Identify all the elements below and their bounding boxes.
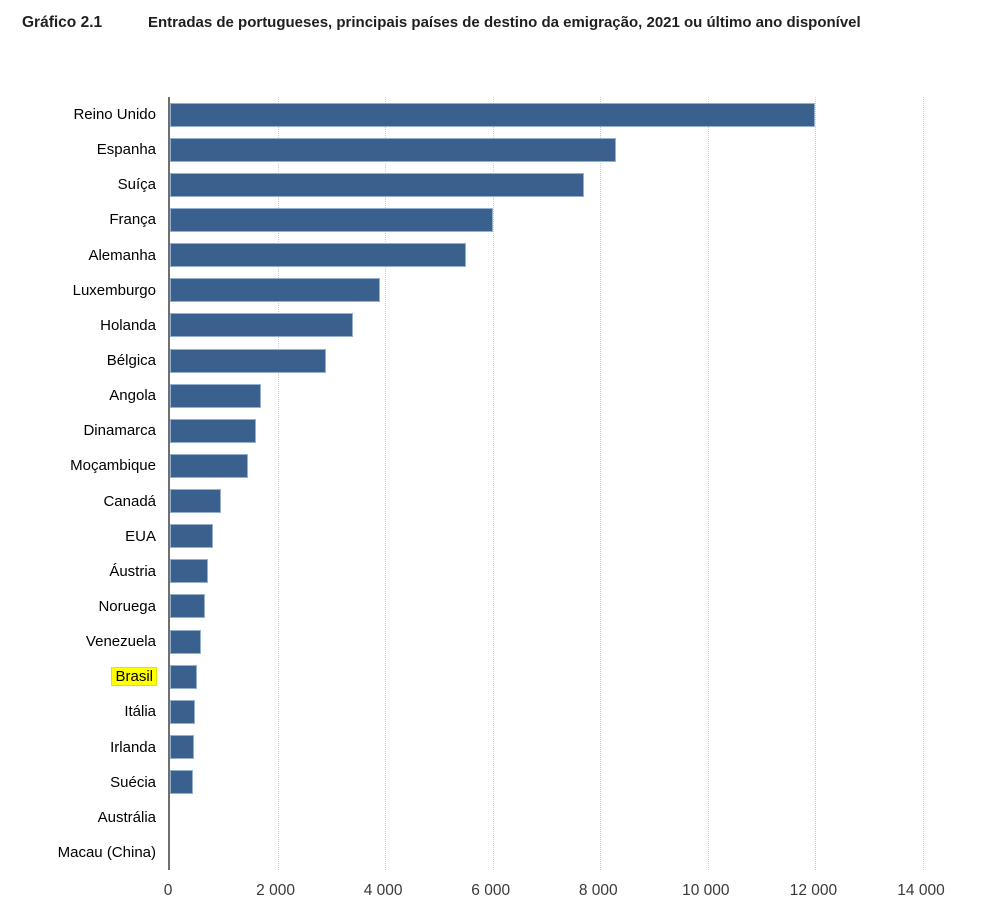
category-label-text: Dinamarca xyxy=(83,422,156,440)
category-label-highlighted: Brasil xyxy=(0,659,157,694)
category-label: Macau (China) xyxy=(0,835,156,870)
value-axis-tick-label: 4 000 xyxy=(363,882,403,899)
category-label: Angola xyxy=(0,378,156,413)
bar xyxy=(170,594,205,619)
category-label-text: Venezuela xyxy=(85,633,156,651)
category-axis: Reino Unido Espanha Suíça França Alemanha Lux… xyxy=(0,97,157,870)
category-label-text: Áustria xyxy=(109,562,156,580)
gridline xyxy=(385,97,387,870)
category-label: Holanda xyxy=(0,308,156,343)
category-label-text: Irlanda xyxy=(110,738,156,756)
category-label-text: Suíça xyxy=(117,176,156,194)
gridline xyxy=(707,97,709,870)
bar xyxy=(170,453,248,478)
value-axis: 0 2 000 4 000 6 000 8 000 10 000 12 000 14 000 xyxy=(164,882,945,906)
category-label-text: Canadá xyxy=(103,492,156,510)
category-label: Venezuela xyxy=(0,624,156,659)
category-label-text: Suécia xyxy=(110,773,156,791)
bar xyxy=(170,207,493,232)
category-label-text: Reino Unido xyxy=(73,106,156,124)
bar xyxy=(170,172,585,197)
value-axis-tick-label: 8 000 xyxy=(578,882,618,899)
category-label: Alemanha xyxy=(0,238,156,273)
chart-number-label: Gráfico 2.1 xyxy=(22,14,103,31)
chart-caption: Gráfico 2.1 Entradas de portugueses, pri… xyxy=(22,14,990,32)
category-label: Luxemburgo xyxy=(0,273,156,308)
category-label-text: Alemanha xyxy=(88,246,156,264)
category-label: Dinamarca xyxy=(0,413,156,448)
bar xyxy=(170,418,257,443)
gridline xyxy=(277,97,279,870)
category-label: Suécia xyxy=(0,765,156,800)
bar-chart: Reino Unido Espanha Suíça França Alemanha Lux… xyxy=(0,97,1000,918)
bar xyxy=(170,102,816,127)
plot-area xyxy=(168,97,924,870)
value-axis-tick-label: 14 000 xyxy=(897,882,945,899)
bar xyxy=(170,559,208,584)
category-label: Áustria xyxy=(0,554,156,589)
category-label-text: Espanha xyxy=(96,141,156,159)
bar xyxy=(170,664,197,689)
chart-title: Entradas de portugueses, principais país… xyxy=(148,14,861,31)
category-label: Noruega xyxy=(0,589,156,624)
category-label: Reino Unido xyxy=(0,97,156,132)
bar xyxy=(170,699,195,724)
gridline xyxy=(600,97,602,870)
gridline xyxy=(815,97,817,870)
bar xyxy=(170,524,214,549)
category-label: Itália xyxy=(0,694,156,729)
category-label-text: Angola xyxy=(109,387,156,405)
category-label-text: França xyxy=(109,211,156,229)
value-axis-tick-label: 2 000 xyxy=(256,882,295,899)
bar xyxy=(170,278,380,303)
category-label: Moçambique xyxy=(0,448,156,483)
category-label-text: Moçambique xyxy=(70,457,156,475)
category-label-text: Noruega xyxy=(98,597,156,615)
category-label: Austrália xyxy=(0,800,156,835)
bar xyxy=(170,137,617,162)
bar xyxy=(170,629,201,654)
bar xyxy=(170,313,353,338)
value-axis-tick-label: 12 000 xyxy=(789,882,838,899)
bar xyxy=(170,489,222,514)
category-label-text: Brasil xyxy=(111,667,157,687)
bar xyxy=(170,243,466,268)
gridline xyxy=(492,97,494,870)
category-label: Espanha xyxy=(0,132,156,167)
value-axis-tick-label: 6 000 xyxy=(471,882,511,899)
bar xyxy=(170,770,194,795)
category-label-text: Itália xyxy=(124,703,156,721)
category-label: Canadá xyxy=(0,484,156,519)
category-label: Bélgica xyxy=(0,343,156,378)
category-label-text: Macau (China) xyxy=(57,843,156,861)
bar xyxy=(170,383,262,408)
bar xyxy=(170,735,195,760)
category-label-text: Holanda xyxy=(100,316,156,334)
bar xyxy=(170,348,326,373)
category-label-text: Luxemburgo xyxy=(72,281,156,299)
category-label: Suíça xyxy=(0,167,156,202)
category-label: França xyxy=(0,202,156,237)
value-axis-tick-label: 10 000 xyxy=(682,882,730,899)
gridline xyxy=(923,97,924,870)
value-axis-tick-label: 0 xyxy=(163,882,173,899)
category-label: EUA xyxy=(0,519,156,554)
category-label-text: Austrália xyxy=(97,808,156,826)
category-label-text: EUA xyxy=(125,527,156,545)
category-label: Irlanda xyxy=(0,729,156,764)
category-label-text: Bélgica xyxy=(106,352,156,370)
